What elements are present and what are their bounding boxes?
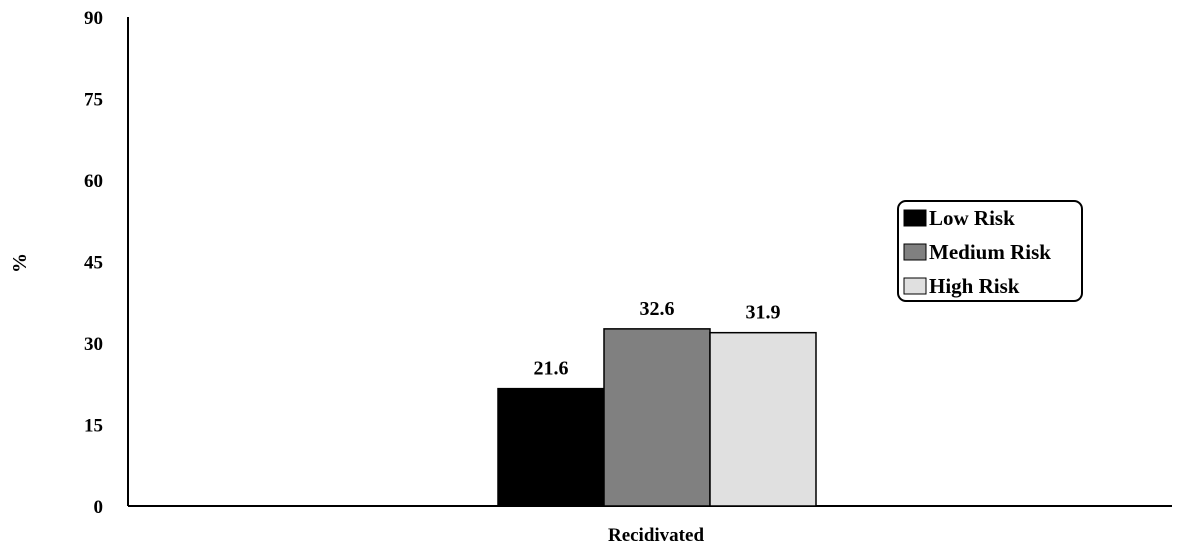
data-label-medium-risk: 32.6 — [640, 298, 675, 320]
y-tick-label-0: 0 — [94, 497, 104, 518]
legend-label-medium-risk: Medium Risk — [929, 240, 1051, 264]
y-tick-label-75: 75 — [84, 90, 103, 111]
bar-medium-risk — [603, 328, 711, 507]
data-label-low-risk: 21.6 — [534, 358, 569, 380]
legend: Low Risk Medium Risk High Risk — [897, 200, 1083, 302]
bar-low-risk — [497, 387, 605, 507]
y-tick-label-45: 45 — [84, 253, 103, 274]
y-tick-label-30: 30 — [84, 334, 103, 355]
y-tick-label-90: 90 — [84, 8, 103, 29]
bar-high-risk — [709, 331, 817, 507]
y-tick-labels: 0 15 30 45 60 75 90 — [84, 8, 103, 518]
bars — [497, 328, 817, 507]
legend-swatch-high-risk — [903, 277, 927, 295]
legend-swatch-medium-risk — [903, 243, 927, 261]
y-tick-label-60: 60 — [84, 171, 103, 192]
y-tick-label-15: 15 — [84, 416, 103, 437]
legend-label-low-risk: Low Risk — [929, 206, 1015, 230]
legend-swatch-low-risk — [903, 209, 927, 227]
data-label-high-risk: 31.9 — [746, 302, 781, 324]
legend-box — [897, 200, 1083, 302]
x-tick-label-recidivated: Recidivated — [608, 525, 704, 546]
data-labels: 21.6 32.6 31.9 — [534, 298, 781, 380]
legend-label-high-risk: High Risk — [929, 274, 1020, 298]
y-axis-label: % — [9, 253, 31, 273]
